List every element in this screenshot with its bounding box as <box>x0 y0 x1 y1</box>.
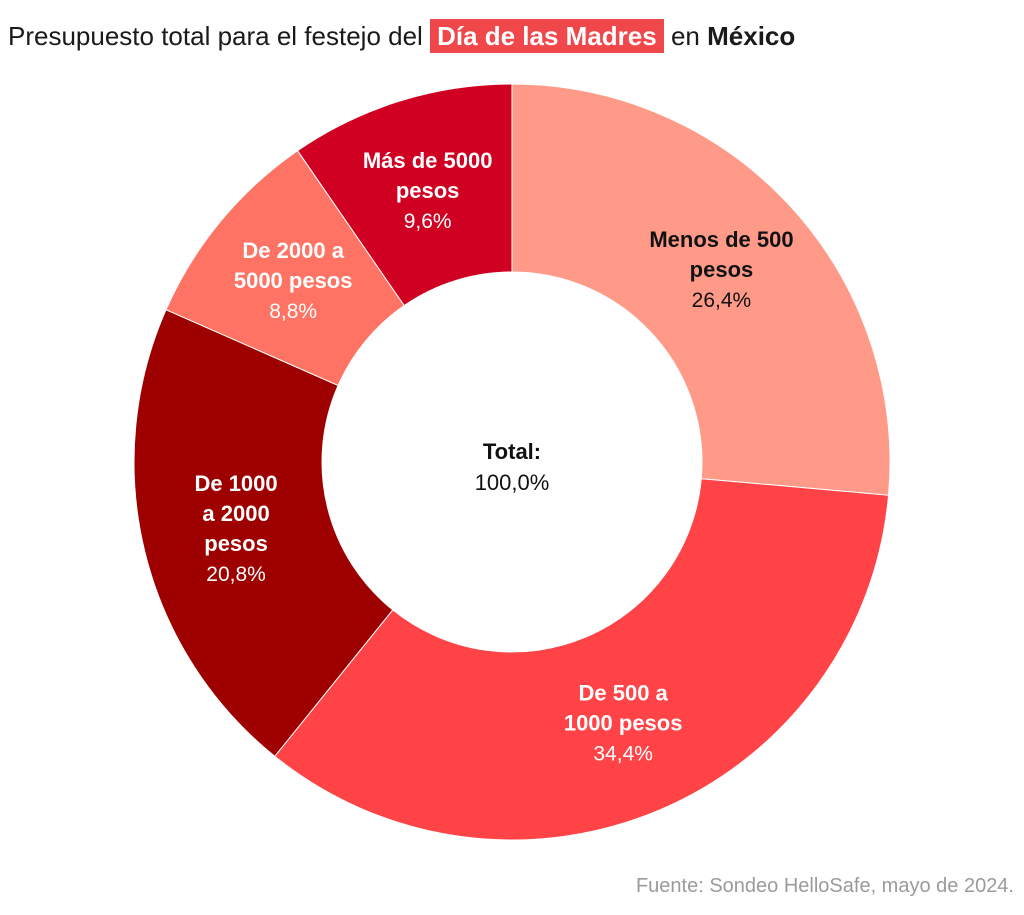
slice-value-label: 9,6% <box>404 210 452 233</box>
title-middle: en <box>670 21 700 51</box>
donut-slice-3 <box>133 309 394 757</box>
donut-slices <box>133 83 891 841</box>
slice-category-label: De 1000 <box>194 471 277 496</box>
slice-label-3: De 1000 a 2000 pesos 20,8% <box>194 471 277 586</box>
slice-category-label: Más de 5000 <box>363 148 493 173</box>
slice-category-label: pesos <box>204 531 268 556</box>
slice-category-label: De 500 a <box>579 680 669 705</box>
slice-category-label: pesos <box>690 257 754 282</box>
chart-title: Presupuesto total para el festejo del Dí… <box>8 14 795 58</box>
slice-category-label: 1000 pesos <box>564 710 683 735</box>
slice-category-label: 5000 pesos <box>234 268 353 293</box>
center-total-value: 100,0% <box>475 470 550 495</box>
slice-category-label: Menos de 500 <box>649 227 793 252</box>
source-note: Fuente: Sondeo HelloSafe, mayo de 2024. <box>635 875 1014 897</box>
slice-value-label: 34,4% <box>593 742 653 765</box>
slice-label-2: De 500 a 1000 pesos 34,4% <box>564 680 683 765</box>
slice-label-5: Más de 5000 pesos 9,6% <box>363 148 493 233</box>
slice-category-label: pesos <box>396 178 460 203</box>
title-country: México <box>707 21 796 51</box>
donut-chart: Menos de 500 pesos 26,4% De 500 a 1000 pesos… <box>133 83 891 841</box>
slice-label-4: De 2000 a 5000 pesos 8,8% <box>234 238 353 323</box>
slice-category-label: De 2000 a <box>242 238 344 263</box>
donut-slice-5 <box>296 83 513 307</box>
slice-label-1: Menos de 500 pesos 26,4% <box>649 227 793 312</box>
center-total-label: Total: <box>483 439 541 464</box>
title-highlight: Día de las Madres <box>430 19 664 53</box>
slice-value-label: 8,8% <box>269 300 317 323</box>
donut-slice-1 <box>511 83 891 496</box>
title-prefix: Presupuesto total para el festejo del <box>8 21 423 51</box>
slice-category-label: a 2000 <box>202 501 269 526</box>
slice-value-label: 20,8% <box>206 563 266 586</box>
slice-value-label: 26,4% <box>692 289 752 312</box>
slice-labels: Menos de 500 pesos 26,4% De 500 a 1000 pesos… <box>194 148 793 766</box>
donut-slice-2 <box>274 478 890 841</box>
